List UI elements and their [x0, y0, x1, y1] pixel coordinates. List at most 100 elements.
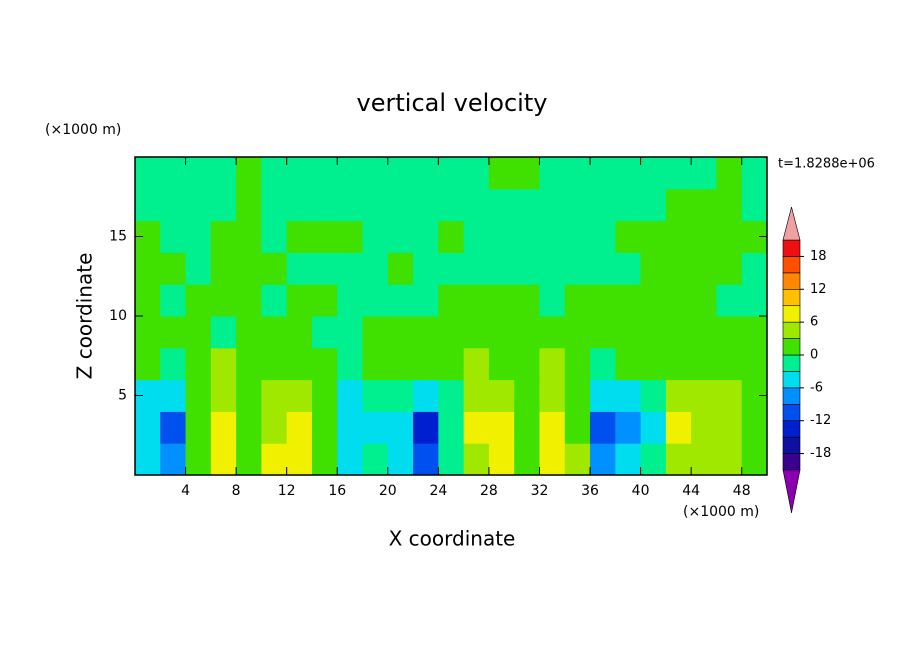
contour-cell — [665, 157, 692, 190]
contour-cell — [488, 347, 515, 381]
contour-cell — [387, 379, 414, 412]
contour-cell — [716, 284, 743, 317]
contour-cell — [160, 157, 187, 190]
contour-cell — [387, 284, 414, 317]
contour-cell — [539, 220, 566, 253]
colorbar-tick-label: 18 — [810, 249, 827, 264]
contour-cell — [311, 316, 338, 349]
contour-cell — [438, 411, 465, 444]
contour-cell — [337, 411, 364, 444]
contour-cell — [539, 252, 566, 285]
contour-cell — [311, 284, 338, 317]
contour-cell — [337, 379, 364, 412]
contour-cell — [286, 284, 313, 317]
contour-cell — [362, 379, 389, 412]
contour-cell — [615, 220, 642, 253]
contour-cell — [135, 252, 161, 285]
contour-cell — [463, 379, 490, 412]
colorbar-band — [782, 420, 801, 438]
contour-cell — [691, 252, 717, 285]
contour-cell — [640, 411, 667, 444]
contour-cell — [716, 316, 743, 349]
contour-cell — [514, 443, 540, 476]
x-tick-label: 40 — [632, 483, 650, 499]
colorbar-band — [782, 453, 801, 471]
colorbar-tick-label: 0 — [810, 348, 818, 363]
contour-cell — [716, 411, 743, 444]
x-tick-label: 44 — [682, 483, 700, 499]
colorbar-band — [782, 288, 801, 307]
contour-cell — [210, 379, 237, 412]
contour-cell — [236, 220, 262, 253]
contour-cell — [539, 188, 566, 222]
contour-cell — [337, 443, 364, 476]
contour-cell — [590, 443, 616, 476]
contour-cell — [590, 220, 616, 253]
colorbar-tick-label: 6 — [810, 315, 818, 330]
x-tick-label: 20 — [379, 483, 397, 499]
contour-cell — [590, 316, 616, 349]
contour-cell — [311, 347, 338, 381]
contour-cell — [539, 411, 566, 444]
contour-cell — [160, 347, 187, 381]
colorbar-band — [782, 305, 801, 323]
contour-cell — [640, 284, 667, 317]
contour-cell — [539, 443, 566, 476]
contour-cell — [286, 411, 313, 444]
colorbar-band — [782, 436, 801, 454]
contour-cell — [514, 252, 540, 285]
contour-cell — [286, 252, 313, 285]
contour-cell — [210, 443, 237, 476]
x-tick-label: 12 — [278, 483, 296, 499]
y-tick-label: 10 — [109, 308, 127, 324]
contour-cell — [665, 252, 692, 285]
contour-cell — [564, 188, 591, 222]
x-tick-label: 4 — [181, 483, 190, 499]
contour-cell — [362, 411, 389, 444]
contour-cell — [590, 252, 616, 285]
contour-cell — [261, 284, 288, 317]
contour-cell — [691, 284, 717, 317]
contour-cell — [463, 252, 490, 285]
contour-cell — [413, 252, 439, 285]
colorbar-band — [782, 387, 801, 405]
contour-cell — [488, 443, 515, 476]
contour-cell — [488, 379, 515, 412]
contour-cell — [665, 443, 692, 476]
contour-cell — [564, 443, 591, 476]
contour-cell — [514, 411, 540, 444]
contour-cell — [438, 252, 465, 285]
contour-cell — [716, 347, 743, 381]
contour-cell — [590, 411, 616, 444]
colorbar-tick-label: -12 — [810, 413, 831, 428]
contour-cell — [337, 220, 364, 253]
contour-cell — [185, 379, 212, 412]
contour-cell — [185, 284, 212, 317]
contour-cell — [514, 379, 540, 412]
y-unit: (×1000 m) — [45, 122, 121, 138]
contour-cell — [640, 252, 667, 285]
contour-cell — [236, 157, 262, 190]
contour-cell — [438, 443, 465, 476]
contour-cell — [210, 252, 237, 285]
contour-cell — [286, 220, 313, 253]
contour-cell — [539, 379, 566, 412]
contour-cell — [488, 411, 515, 444]
contour-cell — [463, 220, 490, 253]
contour-cell — [590, 157, 616, 190]
contour-cell — [387, 347, 414, 381]
contour-cell — [716, 157, 743, 190]
contour-cell — [337, 157, 364, 190]
contour-cell — [261, 443, 288, 476]
contour-cell — [615, 347, 642, 381]
contour-cell — [640, 347, 667, 381]
contour-cell — [160, 188, 187, 222]
contour-cell — [691, 443, 717, 476]
contour-cell — [387, 252, 414, 285]
contour-cell — [413, 443, 439, 476]
contour-cell — [741, 316, 768, 349]
contour-cell — [488, 252, 515, 285]
contour-cell — [362, 316, 389, 349]
contour-cell — [286, 443, 313, 476]
contour-cell — [185, 411, 212, 444]
